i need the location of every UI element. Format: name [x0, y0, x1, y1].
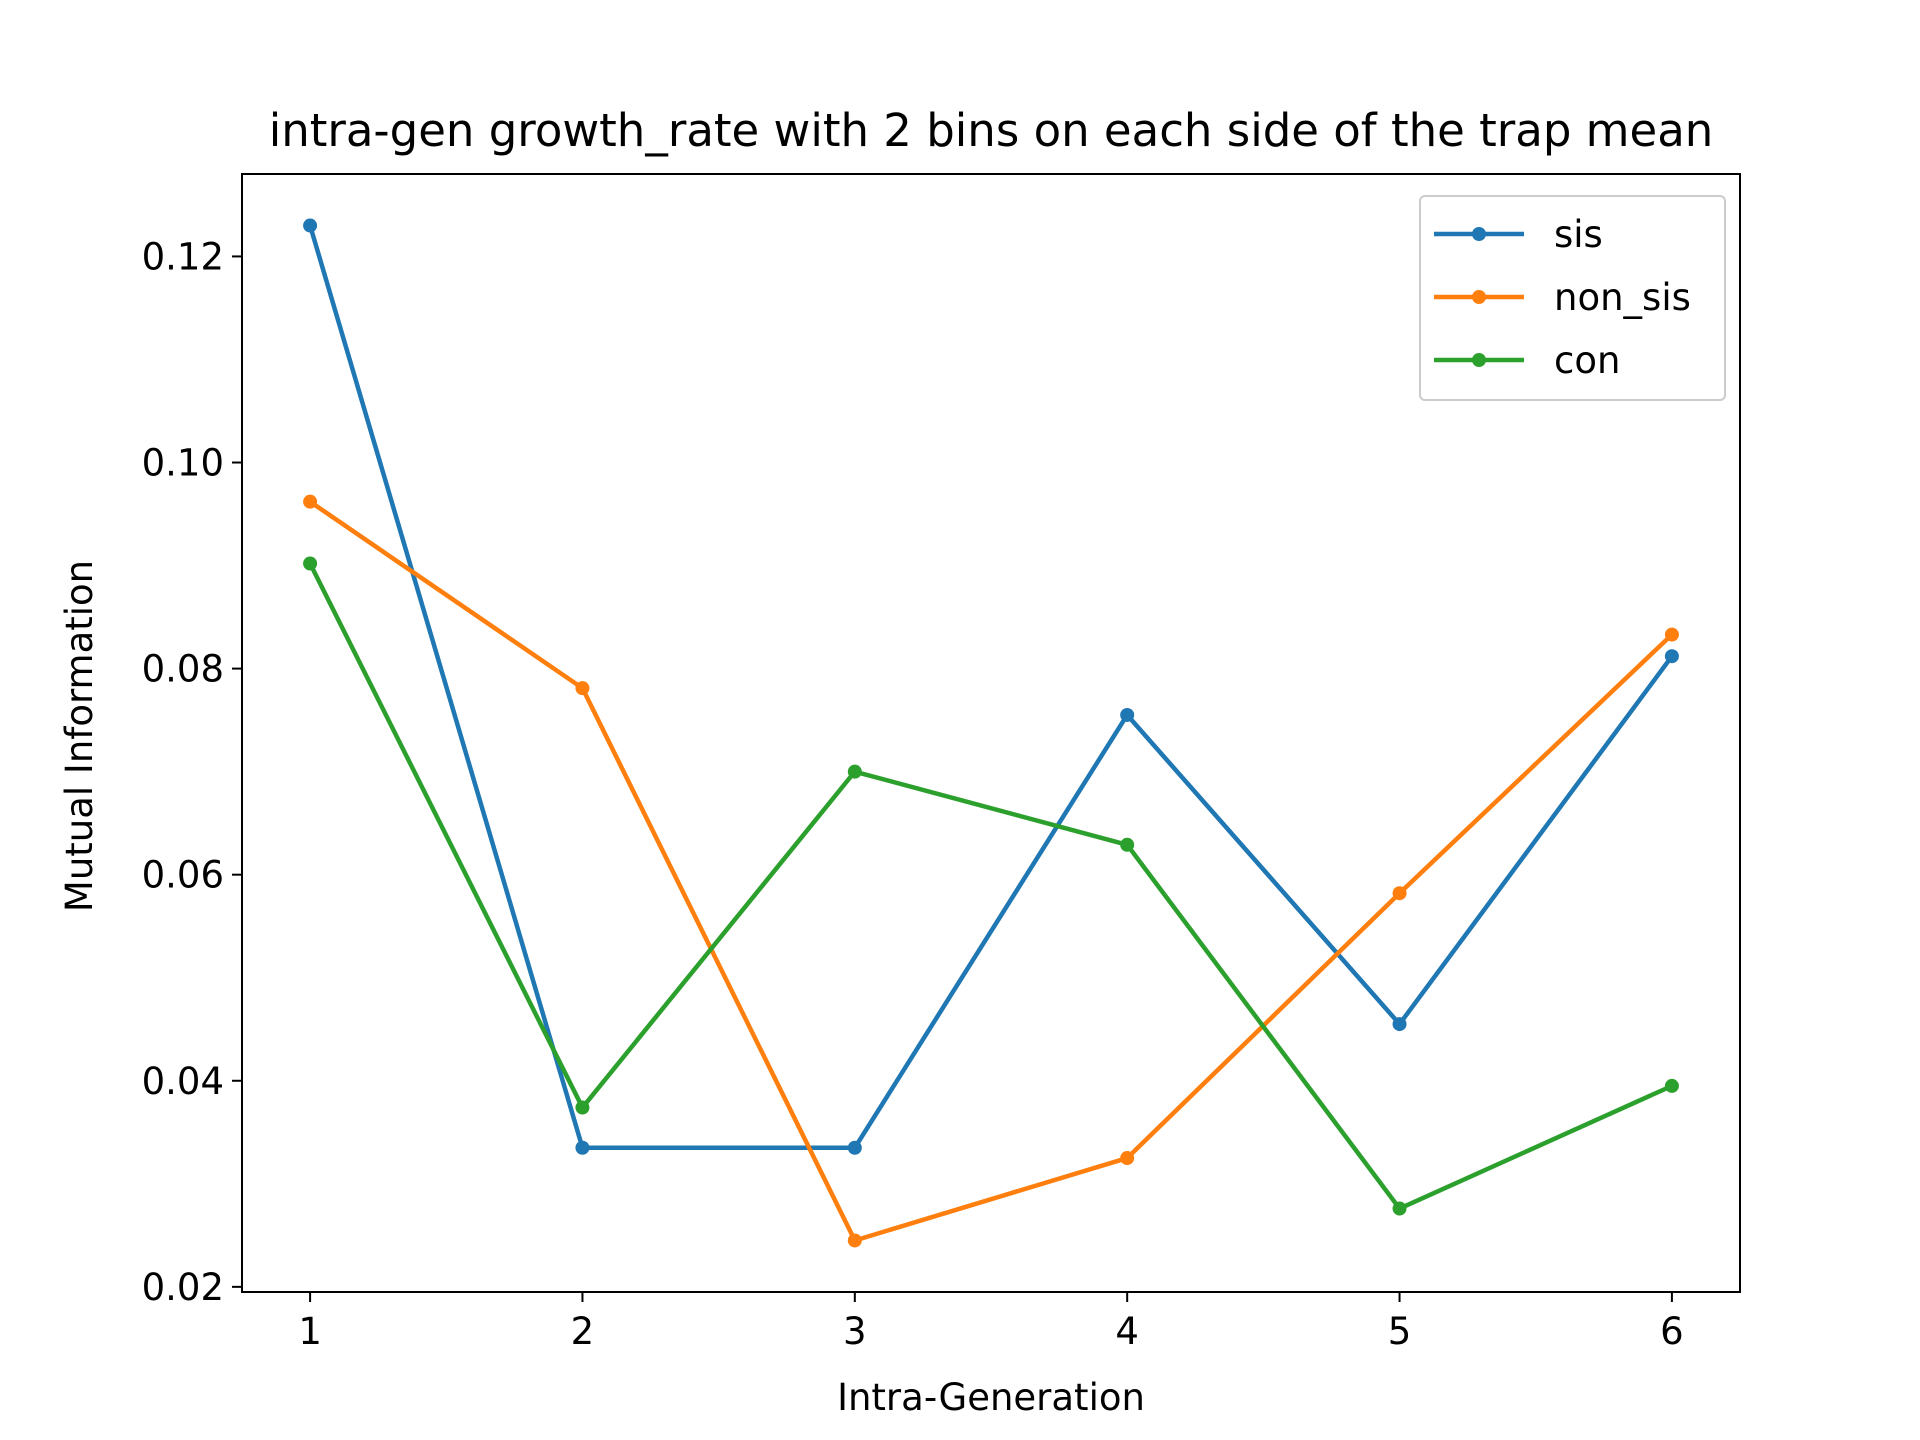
y-tick-label: 0.02	[142, 1266, 224, 1309]
data-point-non_sis	[303, 494, 318, 509]
legend-marker-con	[1472, 353, 1486, 367]
data-point-non_sis	[1664, 627, 1679, 642]
plot-frame	[241, 173, 1741, 1293]
data-point-con	[575, 1100, 590, 1115]
data-point-con	[1392, 1201, 1407, 1216]
data-point-sis	[303, 218, 318, 233]
x-tick-label: 3	[843, 1310, 867, 1353]
series-line-con	[307, 560, 1675, 1211]
legend-box	[1419, 195, 1726, 401]
data-point-non_sis	[1392, 886, 1407, 901]
data-point-con	[1120, 837, 1135, 852]
y-tick-label: 0.08	[142, 648, 224, 691]
y-tick-label: 0.04	[142, 1060, 224, 1103]
x-tick-label: 2	[571, 1310, 595, 1353]
data-point-sis	[1120, 707, 1135, 722]
chart-title: intra-gen growth_rate with 2 bins on eac…	[269, 104, 1714, 157]
x-axis-label: Intra-Generation	[837, 1376, 1145, 1419]
x-tick-label: 6	[1660, 1310, 1684, 1353]
data-point-non_sis	[1120, 1151, 1135, 1166]
data-point-sis	[575, 1140, 590, 1155]
data-point-sis	[1664, 649, 1679, 664]
legend-marker-non_sis	[1472, 290, 1486, 304]
data-point-sis	[847, 1140, 862, 1155]
series-line-sis	[307, 222, 1676, 1150]
legend-label-con: con	[1554, 339, 1620, 382]
data-point-con	[1664, 1078, 1679, 1093]
x-tick-label: 1	[298, 1310, 322, 1353]
data-point-con	[847, 764, 862, 779]
axes: 1 2 3 4 5 6 0.02 0.04 0.06 0.08 0.10 0.12	[142, 173, 1741, 1353]
y-tick-label: 0.06	[142, 854, 224, 897]
data-point-non_sis	[575, 681, 590, 696]
y-axis-label: Mutual Information	[58, 560, 101, 912]
series-line-non_sis	[306, 498, 1676, 1243]
data-point-con	[303, 556, 318, 571]
y-tick-label: 0.12	[142, 235, 224, 278]
plot-area	[303, 218, 1679, 1248]
data-point-non_sis	[847, 1233, 862, 1248]
data-point-sis	[1392, 1017, 1407, 1032]
legend-marker-sis	[1472, 227, 1486, 241]
legend-label-sis: sis	[1554, 213, 1603, 256]
y-tick-label: 0.10	[142, 442, 224, 485]
x-tick-label: 5	[1388, 1310, 1412, 1353]
legend-label-non_sis: non_sis	[1554, 276, 1691, 319]
x-tick-label: 4	[1115, 1310, 1139, 1353]
